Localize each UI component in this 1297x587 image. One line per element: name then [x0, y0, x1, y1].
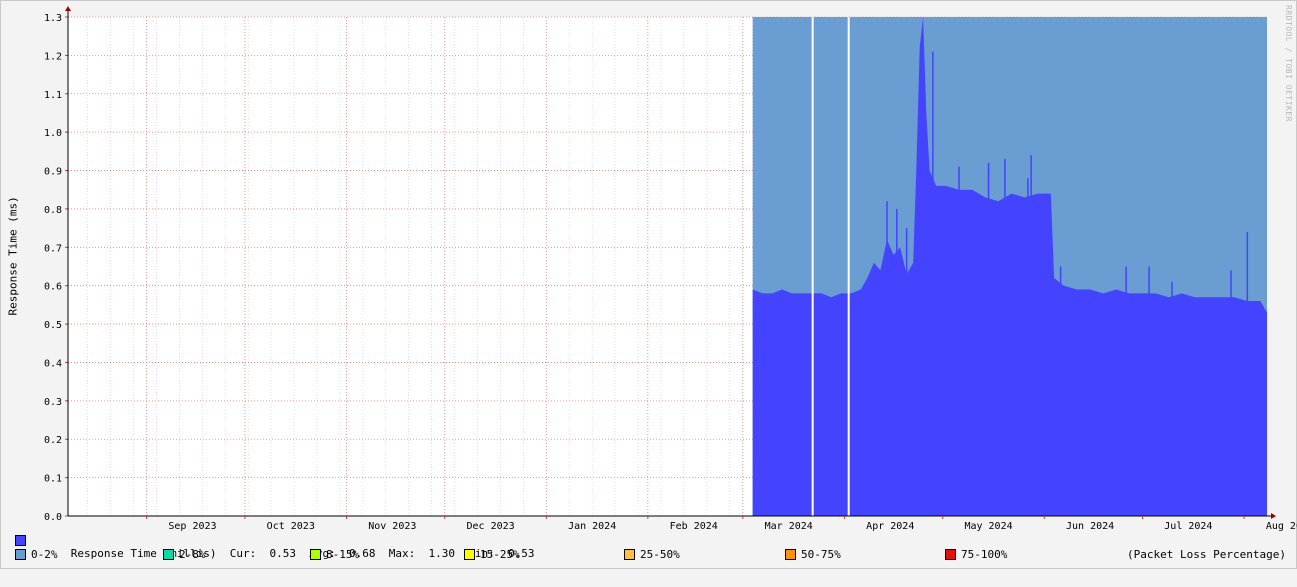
y-tick-label: 0.5: [44, 320, 62, 331]
avg-value: 0.68: [348, 547, 376, 560]
legend-loss-label: 75-100%: [961, 548, 1008, 561]
y-tick-label: 0.3: [44, 397, 62, 408]
x-tick-label: Aug 2024: [1266, 521, 1297, 532]
y-axis-arrow: [65, 6, 71, 11]
y-tick-label: 0.8: [44, 205, 62, 216]
legend-loss-swatch: [163, 549, 174, 560]
response-time-area: [752, 17, 1267, 516]
y-tick-label: 0.6: [44, 282, 62, 293]
y-tick-label: 0.1: [44, 474, 62, 485]
x-tick-label: Oct 2023: [267, 521, 315, 532]
y-tick-label: 1.2: [44, 51, 62, 62]
x-tick-label: Sep 2023: [168, 521, 216, 532]
legend-loss-swatch: [945, 549, 956, 560]
data-gap: [811, 17, 814, 516]
max-label: Max:: [388, 547, 416, 560]
y-tick-label: 1.1: [44, 90, 62, 101]
x-tick-label: Apr 2024: [866, 521, 914, 532]
x-tick-label: Mar 2024: [765, 521, 813, 532]
x-tick-label: Jul 2024: [1164, 521, 1212, 532]
y-axis-label: Response Time (ms): [6, 196, 20, 316]
legend-loss-label: 50-75%: [801, 548, 841, 561]
y-tick-label: 0.2: [44, 435, 62, 446]
max-value: 1.30: [428, 547, 455, 560]
response-series-name: Response Time (millis): [70, 547, 217, 560]
cur-label: Cur:: [229, 547, 257, 560]
legend-loss-label: 8-15%: [326, 548, 360, 561]
x-tick-label: Feb 2024: [670, 521, 718, 532]
cur-value: 0.53: [269, 547, 296, 560]
legend-loss-label: 0-2%: [31, 548, 58, 561]
response-swatch: [15, 535, 26, 546]
x-tick-label: May 2024: [964, 521, 1012, 532]
chart-panel: 0.0 0.1 0.2 0.3 0.4 0.5 0.6 0.7 0.8 0.9 1.0 1.1 1.2 1…: [0, 0, 1297, 569]
legend-loss-swatch: [785, 549, 796, 560]
legend-response-row: Response Time (millis) Cur: 0.53 Avg: 0.…: [15, 534, 534, 560]
legend-loss-swatch: [310, 549, 321, 560]
legend-loss-swatch: [464, 549, 475, 560]
legend-loss-swatch: [624, 549, 635, 560]
y-tick-label: 1.3: [44, 13, 62, 24]
x-tick-label: Nov 2023: [368, 521, 416, 532]
y-tick-label: 0.9: [44, 167, 62, 178]
legend-loss-label: 2-8%: [179, 548, 206, 561]
rrdtool-watermark: RRDTOOL / TOBI OETIKER: [1284, 5, 1293, 122]
packet-loss-title: (Packet Loss Percentage): [1127, 548, 1286, 561]
legend-loss-row: (Packet Loss Percentage) 0-2% 2-8% 8-15% 15…: [15, 548, 1286, 562]
y-tick-label: 0.4: [44, 358, 62, 369]
y-tick-label: 1.0: [44, 128, 62, 139]
min-value: 0.53: [507, 547, 535, 560]
response-time-chart: 0.0 0.1 0.2 0.3 0.4 0.5 0.6 0.7 0.8 0.9 1.0 1.1 1.2 1…: [44, 6, 1297, 532]
data-gap: [847, 17, 850, 516]
x-tick-label: Jan 2024: [568, 521, 616, 532]
y-tick-label: 0.0: [44, 512, 62, 523]
x-tick-label: Dec 2023: [467, 521, 515, 532]
y-tick-label: 0.7: [44, 243, 62, 254]
legend-loss-swatch: [15, 549, 26, 560]
legend-loss-label: 15-25%: [480, 548, 520, 561]
x-tick-label: Jun 2024: [1066, 521, 1114, 532]
x-axis-arrow: [1271, 513, 1276, 519]
legend-loss-label: 25-50%: [640, 548, 680, 561]
